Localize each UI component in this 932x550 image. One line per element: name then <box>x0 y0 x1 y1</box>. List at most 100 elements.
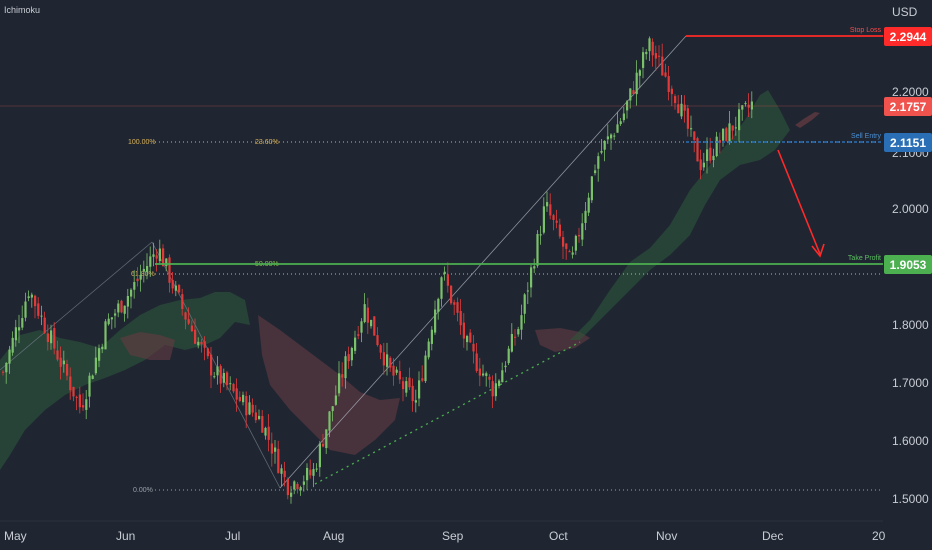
candle-body <box>472 343 475 352</box>
candle-body <box>296 483 299 490</box>
candle-body <box>341 374 344 378</box>
candle-body <box>581 223 584 240</box>
candle-body <box>46 333 49 342</box>
candle-body <box>344 356 347 379</box>
candle-body <box>318 443 321 468</box>
candle-body <box>232 384 235 392</box>
candle-body <box>229 383 232 385</box>
candle-body <box>546 202 549 207</box>
candle-body <box>85 399 88 410</box>
candle-body <box>392 365 395 376</box>
fib-label-618: 61.80% <box>131 271 155 278</box>
candle-body <box>405 381 408 393</box>
candle-body <box>619 121 622 125</box>
candle-body <box>434 309 437 333</box>
candle-body <box>651 41 654 56</box>
candle-body <box>590 176 593 201</box>
candle-body <box>549 204 552 216</box>
y-tick-1.8000: 1.8000 <box>892 318 929 332</box>
candle-body <box>30 294 33 298</box>
candle-body <box>504 365 507 368</box>
candle-body <box>251 404 254 413</box>
candle-body <box>667 76 670 93</box>
candle-body <box>558 224 561 237</box>
candle-body <box>610 134 613 139</box>
candle-body <box>728 123 731 143</box>
candle-body <box>600 150 603 153</box>
candle-body <box>312 469 315 476</box>
candle-body <box>56 350 59 360</box>
x-tick-jun: Jun <box>116 529 135 543</box>
candle-body <box>277 448 280 473</box>
candle-body <box>635 72 638 95</box>
candle-body <box>686 108 689 129</box>
time-axis[interactable]: May Jun Jul Aug Sep Oct Nov Dec 20 <box>0 520 886 543</box>
candle-body <box>670 88 673 95</box>
candle-body <box>40 315 43 317</box>
candle-body <box>258 415 261 420</box>
candle-body <box>139 275 142 280</box>
candle-body <box>248 402 251 415</box>
candle-body <box>152 254 155 257</box>
candle-body <box>731 125 734 131</box>
candle-body <box>190 325 193 332</box>
current-price-tag-text: 2.1757 <box>890 100 927 114</box>
stop-loss-tag-text: 2.2944 <box>890 30 927 44</box>
candle-body <box>446 274 449 286</box>
candle-body <box>69 376 72 391</box>
candle-body <box>398 371 401 380</box>
price-axis[interactable]: USD 2.2000 2.1000 2.0000 1.8000 1.7000 1… <box>884 5 932 506</box>
candle-body <box>389 357 392 368</box>
candle-body <box>370 319 373 327</box>
candle-body <box>597 156 600 169</box>
candle-body <box>334 395 337 405</box>
fib-label-100: 100.00% <box>128 139 156 146</box>
candle-body <box>501 370 504 383</box>
candle-body <box>747 104 750 108</box>
x-tick-may: May <box>4 529 27 543</box>
candle-body <box>242 394 245 403</box>
candle-body <box>24 301 27 318</box>
candle-body <box>744 103 747 105</box>
candle-body <box>168 257 171 283</box>
candle-body <box>568 251 571 253</box>
candle-body <box>510 333 513 352</box>
candle-body <box>578 235 581 237</box>
candle-body <box>226 372 229 386</box>
candle-body <box>539 234 542 236</box>
candle-body <box>14 327 17 341</box>
candle-body <box>648 38 651 52</box>
ichimoku-cloud <box>0 90 820 470</box>
candle-body <box>638 70 641 76</box>
candle-body <box>254 412 257 421</box>
sell-entry-tag-text: 2.1151 <box>890 136 926 150</box>
fib-diagonal-line-1 <box>0 241 153 371</box>
sell-entry-label: Sell Entry <box>851 133 881 140</box>
projection-arrow-shaft <box>777 149 821 255</box>
y-tick-2.0000: 2.0000 <box>892 202 929 216</box>
candle-body <box>37 303 40 316</box>
candle-body <box>267 426 270 440</box>
candle-body <box>264 427 267 436</box>
candle-body <box>658 55 661 57</box>
candle-body <box>91 375 94 379</box>
candle-body <box>322 443 325 447</box>
ascending-trendline <box>314 341 581 485</box>
candle-body <box>366 307 369 323</box>
candle-body <box>187 319 190 324</box>
currency-label: USD <box>892 5 918 19</box>
candle-body <box>174 285 177 291</box>
candle-body <box>674 96 677 104</box>
candle-body <box>478 368 481 376</box>
cloud-bearish-future <box>795 112 820 128</box>
y-tick-2.2000: 2.2000 <box>892 85 929 99</box>
candle-body <box>421 378 424 381</box>
candle-body <box>613 135 616 137</box>
candle-body <box>517 329 520 335</box>
candle-body <box>574 235 577 251</box>
candle-body <box>126 295 129 307</box>
candle-body <box>466 336 469 343</box>
candle-body <box>507 348 510 364</box>
